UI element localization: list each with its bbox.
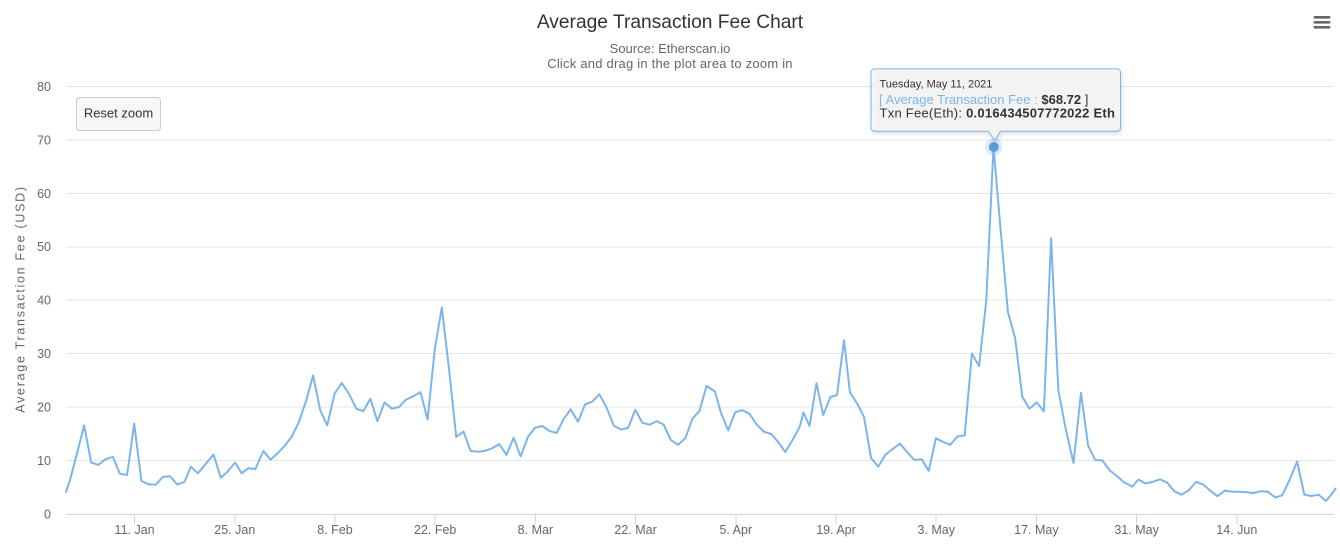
svg-text:17. May: 17. May	[1014, 523, 1059, 537]
svg-text:8. Feb: 8. Feb	[317, 523, 352, 537]
svg-text:Click and drag in the plot are: Click and drag in the plot area to zoom …	[547, 56, 793, 71]
svg-text:22. Mar: 22. Mar	[614, 523, 656, 537]
svg-text:Average Transaction Fee (USD): Average Transaction Fee (USD)	[13, 185, 27, 413]
svg-text:60: 60	[37, 187, 51, 201]
svg-text:25. Jan: 25. Jan	[214, 523, 255, 537]
svg-text:10: 10	[37, 454, 51, 468]
svg-text:Average Transaction Fee Chart: Average Transaction Fee Chart	[537, 12, 804, 33]
svg-text:Reset zoom: Reset zoom	[84, 106, 153, 121]
svg-text:20: 20	[37, 401, 51, 415]
svg-text:80: 80	[37, 80, 51, 94]
svg-text:19. Apr: 19. Apr	[816, 523, 856, 537]
svg-text:31. May: 31. May	[1114, 523, 1159, 537]
svg-text:30: 30	[37, 347, 51, 361]
svg-text:11. Jan: 11. Jan	[115, 523, 155, 537]
svg-text:14. Jun: 14. Jun	[1216, 523, 1257, 537]
svg-text:Tuesday, May 11, 2021: Tuesday, May 11, 2021	[880, 79, 993, 91]
svg-text:0: 0	[44, 508, 51, 522]
svg-text:3. May: 3. May	[917, 523, 955, 537]
svg-text:40: 40	[37, 294, 51, 308]
svg-text:70: 70	[37, 133, 51, 147]
svg-text:Source: Etherscan.io: Source: Etherscan.io	[610, 41, 731, 56]
svg-text:5. Apr: 5. Apr	[719, 523, 752, 537]
svg-text:Txn Fee(Eth): 0.01643450777202: Txn Fee(Eth): 0.016434507772022 Eth	[880, 105, 1116, 120]
svg-text:8. Mar: 8. Mar	[518, 523, 553, 537]
svg-text:22. Feb: 22. Feb	[414, 523, 456, 537]
svg-text:[ Average Transaction Fee : $6: [ Average Transaction Fee : $68.72 ]	[879, 92, 1088, 107]
svg-text:50: 50	[37, 240, 51, 254]
